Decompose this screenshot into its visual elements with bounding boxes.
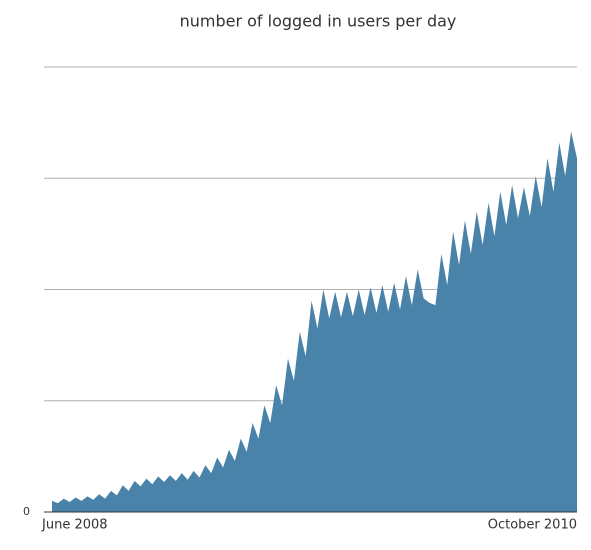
area: [52, 131, 577, 512]
y-tick-label: 0: [23, 505, 30, 518]
x-tick-label: June 2008: [41, 518, 108, 533]
x-tick-label: October 2010: [488, 518, 577, 533]
chart-title: number of logged in users per day: [180, 12, 457, 31]
